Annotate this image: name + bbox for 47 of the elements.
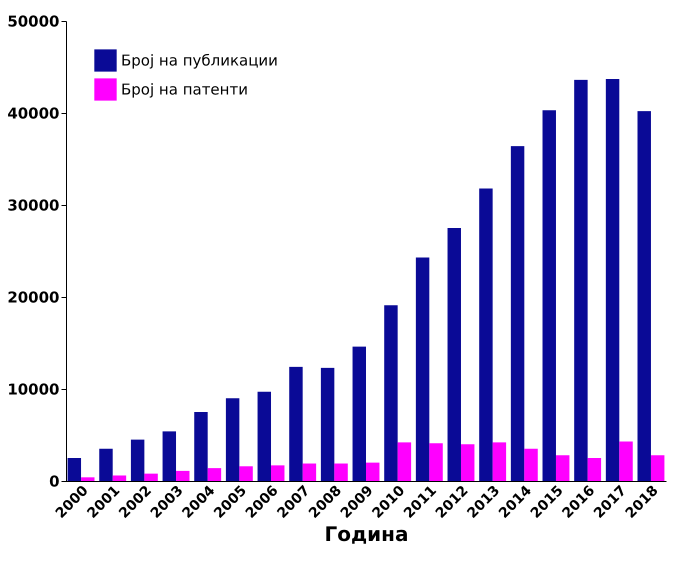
bar bbox=[460, 444, 474, 481]
bar bbox=[429, 443, 443, 481]
bar bbox=[479, 188, 493, 481]
bar bbox=[638, 111, 651, 481]
legend-label: Број на публикации bbox=[121, 52, 278, 70]
bar bbox=[384, 305, 398, 481]
bar bbox=[226, 398, 240, 481]
bar bbox=[492, 442, 506, 481]
bar bbox=[144, 474, 158, 481]
bar bbox=[588, 458, 602, 481]
bar bbox=[556, 455, 570, 481]
legend-label: Број на патенти bbox=[121, 80, 248, 98]
bar bbox=[271, 465, 284, 481]
bar bbox=[208, 468, 222, 481]
bar bbox=[320, 368, 334, 481]
y-tick-label: 50000 bbox=[7, 12, 60, 30]
bar bbox=[606, 78, 620, 481]
y-tick-label: 0 bbox=[49, 472, 60, 490]
bar bbox=[99, 448, 113, 481]
y-tick-label: 20000 bbox=[7, 288, 60, 306]
bar bbox=[302, 464, 316, 481]
bar bbox=[68, 458, 82, 481]
bar bbox=[619, 441, 633, 481]
bar bbox=[239, 466, 253, 481]
bar bbox=[448, 228, 461, 481]
bar bbox=[366, 462, 380, 481]
y-tick-label: 30000 bbox=[7, 196, 60, 214]
bar bbox=[542, 110, 556, 481]
bar bbox=[510, 146, 524, 481]
bar bbox=[524, 448, 538, 481]
bar bbox=[162, 431, 176, 481]
bar bbox=[650, 455, 664, 481]
bar bbox=[176, 470, 190, 481]
bar bbox=[416, 257, 430, 481]
bar bbox=[258, 392, 272, 481]
y-tick-label: 40000 bbox=[7, 104, 60, 122]
x-axis-title: Година bbox=[324, 522, 408, 546]
bar bbox=[289, 366, 303, 481]
bar bbox=[352, 346, 366, 481]
bar bbox=[81, 477, 94, 481]
bar bbox=[398, 442, 412, 481]
bar bbox=[130, 440, 144, 481]
bar bbox=[194, 412, 208, 481]
y-tick-label: 10000 bbox=[7, 380, 60, 398]
bar bbox=[112, 475, 126, 481]
bar bbox=[334, 464, 348, 481]
bar bbox=[574, 80, 588, 481]
